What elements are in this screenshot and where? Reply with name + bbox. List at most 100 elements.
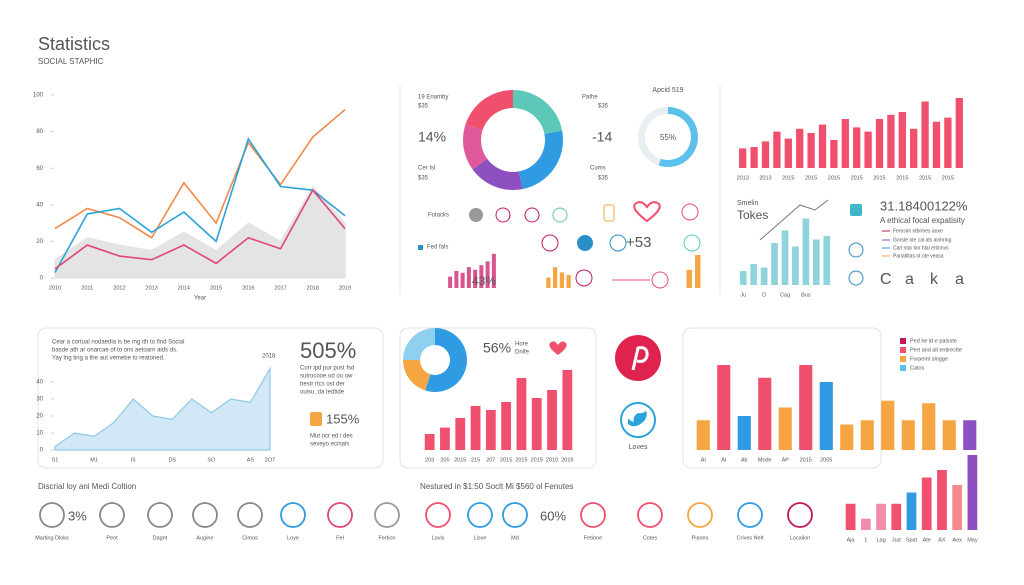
donut-segment — [518, 130, 563, 190]
bar — [802, 218, 810, 285]
bar — [547, 390, 557, 450]
bar — [717, 365, 731, 450]
bar — [566, 275, 571, 288]
icon-label: Pisnes — [692, 535, 709, 541]
bar — [552, 267, 558, 288]
annotation: Gorste ote cal ats ainhring — [893, 237, 952, 243]
icon — [787, 502, 813, 528]
widget-label: Fotacks — [428, 213, 449, 219]
bar — [845, 503, 856, 530]
x-tick-label: Lag — [876, 537, 885, 543]
x-tick-label: 2015 — [515, 457, 527, 463]
x-tick-label: 2015 — [942, 175, 954, 181]
y-tick-label: 30 — [36, 397, 43, 403]
icon — [580, 502, 606, 528]
annotation: seveyo ecinals — [310, 442, 349, 448]
annotation: 2018 — [262, 354, 276, 360]
bar — [784, 138, 792, 168]
x-tick-label: 2O7 — [265, 457, 275, 463]
icon-label: Crives Nelt — [737, 535, 764, 541]
icon — [737, 502, 763, 528]
bar — [818, 124, 827, 168]
bar — [750, 147, 758, 168]
annotation: -14 — [592, 129, 612, 145]
x-tick-label: 2010 — [49, 285, 61, 291]
annotation: Mut ocr ed i des — [310, 434, 353, 440]
bar — [840, 424, 854, 450]
x-tick-label: M1 — [90, 457, 98, 463]
annotation: ouisu, da tedtide — [300, 390, 345, 396]
bar — [773, 131, 781, 168]
annotation: Dnife — [515, 350, 530, 356]
icon — [495, 207, 511, 223]
y-tick-label: 0 — [40, 448, 44, 454]
icon-value: 3% — [68, 508, 87, 523]
x-tick-label: 2015 — [531, 457, 543, 463]
section-title: Nestured in $1:50 Soclt Mi $560 ol Fenut… — [420, 482, 573, 491]
heart-icon — [633, 201, 661, 223]
icon — [683, 234, 701, 252]
x-tick-label: 2015 — [851, 175, 863, 181]
annotation: a — [905, 271, 914, 288]
legend-swatch — [900, 347, 906, 353]
bar — [771, 243, 778, 285]
x-tick-label: 2015 — [782, 175, 794, 181]
x-tick-label: 2015 — [896, 175, 908, 181]
legend-swatch — [900, 356, 906, 362]
bar — [942, 420, 956, 450]
icon — [467, 502, 493, 528]
bar — [695, 255, 701, 288]
bar — [485, 410, 496, 450]
bar — [739, 148, 747, 168]
x-tick-label: Ju — [740, 292, 746, 298]
bar — [967, 455, 978, 530]
bar — [932, 121, 941, 168]
bar — [796, 128, 804, 168]
icon — [651, 271, 669, 289]
x-tick-label: 1 — [864, 537, 867, 543]
icon — [848, 270, 864, 286]
icon-label: Cimos — [242, 535, 258, 541]
widget-label: 43% — [472, 274, 496, 288]
icon-label: Cotes — [643, 535, 658, 541]
legend-label: Ped he ld e palsste — [910, 338, 957, 344]
y-tick-label: 40 — [36, 380, 43, 386]
icon-label: Fertion — [378, 535, 395, 541]
icon-label: Fel — [336, 535, 344, 541]
bar — [906, 492, 917, 530]
x-tick-label: Ate — [923, 537, 931, 543]
donut-segment — [462, 124, 488, 170]
annotation: C — [880, 271, 892, 288]
bar — [830, 140, 838, 168]
icon — [524, 207, 540, 223]
bar — [455, 418, 466, 450]
bar — [696, 420, 710, 450]
twitter-glyph — [628, 411, 647, 427]
bar — [516, 378, 527, 450]
x-tick-label: Jud — [892, 537, 901, 543]
bar — [955, 98, 963, 168]
y-tick-label: 0 — [40, 276, 44, 282]
bar — [479, 265, 484, 288]
x-tick-label: Al — [721, 457, 726, 463]
area — [54, 366, 271, 451]
bar — [739, 271, 747, 285]
x-tick-label: S1 — [52, 457, 59, 463]
bar — [424, 434, 435, 450]
x-tick-label: AP — [782, 457, 790, 463]
bar — [887, 114, 895, 168]
widget-label: +53 — [626, 234, 651, 251]
annotation: A ethical focal expatisity — [880, 216, 965, 225]
bar — [876, 503, 886, 530]
icon — [850, 204, 862, 216]
annotation: 31.18400122% — [880, 198, 968, 213]
bar — [841, 119, 849, 168]
bar — [807, 133, 815, 168]
y-tick-label: 10 — [36, 431, 43, 437]
icon — [848, 242, 864, 258]
x-tick-label: 2015 — [873, 175, 885, 181]
icon — [552, 207, 568, 223]
bar — [448, 276, 453, 288]
annotation: $35 — [418, 104, 429, 110]
